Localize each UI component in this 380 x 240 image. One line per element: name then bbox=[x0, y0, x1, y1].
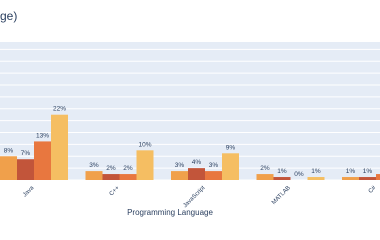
bar bbox=[205, 171, 222, 180]
bar bbox=[85, 171, 103, 180]
x-tick-label: JavaScript bbox=[182, 185, 206, 209]
bar bbox=[273, 177, 291, 180]
value-label: 1% bbox=[363, 168, 373, 175]
value-label: 9% bbox=[226, 144, 236, 151]
bar bbox=[307, 177, 325, 180]
value-label: 22% bbox=[53, 106, 66, 113]
bar bbox=[34, 141, 51, 180]
value-label: 13% bbox=[36, 132, 49, 139]
bar bbox=[256, 174, 274, 180]
value-label: 3% bbox=[209, 162, 219, 169]
chart: ge) Programming Language Java 8% 7% 13% 22% C… bbox=[0, 9, 380, 217]
value-label: 3% bbox=[175, 162, 185, 169]
value-label: 7% bbox=[21, 150, 31, 157]
value-label: 2% bbox=[106, 165, 116, 172]
value-label: 10% bbox=[138, 141, 151, 148]
value-label: 3% bbox=[89, 162, 99, 169]
bar bbox=[136, 150, 154, 180]
value-label: 8% bbox=[4, 147, 14, 154]
x-tick-label: C# bbox=[368, 185, 378, 195]
bar bbox=[0, 156, 17, 180]
bar bbox=[188, 168, 205, 180]
value-label: 2% bbox=[260, 165, 270, 172]
bar bbox=[102, 174, 120, 180]
value-label: 2% bbox=[123, 165, 133, 172]
bar bbox=[17, 159, 34, 180]
value-label: 4% bbox=[192, 159, 202, 166]
bar bbox=[359, 177, 376, 180]
bar bbox=[376, 174, 380, 180]
x-tick-label: Java bbox=[22, 185, 36, 199]
value-label: 1% bbox=[311, 168, 321, 175]
value-label: 0% bbox=[294, 171, 304, 178]
x-tick-label: MATLAB bbox=[271, 185, 292, 206]
bar bbox=[171, 171, 188, 180]
bar bbox=[119, 174, 137, 180]
value-label: 1% bbox=[346, 168, 356, 175]
bar bbox=[342, 177, 359, 180]
x-tick-label: C++ bbox=[109, 185, 122, 198]
value-label: 1% bbox=[277, 168, 287, 175]
x-axis-title: Programming Language bbox=[127, 208, 213, 217]
chart-title: ge) bbox=[0, 9, 17, 23]
bar bbox=[51, 114, 68, 180]
bar bbox=[222, 153, 239, 180]
